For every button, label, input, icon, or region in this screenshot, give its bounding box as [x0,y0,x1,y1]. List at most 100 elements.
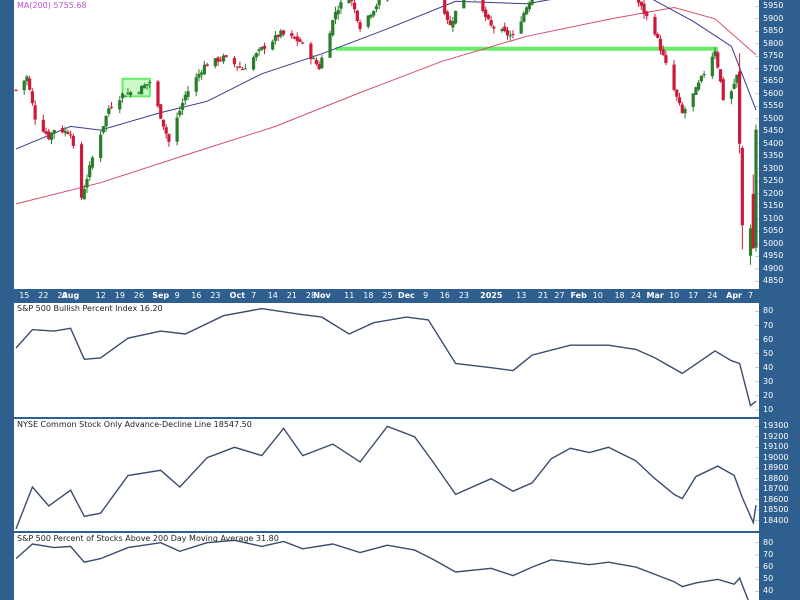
candle-up [142,85,146,89]
candle-up [519,21,523,34]
x-tick-label: 23 [210,291,221,300]
x-tick-label: 21 [538,291,549,300]
pct200-panel: S&P 500 Percent of Stocks Above 200 Day … [14,533,759,600]
candle-up [129,92,133,96]
y-tick-label: 18400 [763,515,789,525]
x-tick-label: 22 [38,291,49,300]
candle-up [339,2,343,9]
candle-down [486,15,490,19]
y-tick-label: 19100 [763,442,789,452]
ma200-line [15,6,757,205]
candle-up [243,68,247,70]
candle-up [101,126,105,133]
candle-up [697,82,701,90]
x-tick-label: 15 [19,291,30,300]
price-panel: MA(200) 5755.68 [14,0,759,289]
candle-down [238,66,242,68]
candle-up [273,35,278,41]
adl-title: NYSE Common Stock Only Advance-Decline L… [17,420,252,429]
x-tick-label: Mar [646,291,664,300]
candle-up [312,58,316,60]
pct200-chart [15,539,759,600]
candle-up [377,0,381,6]
y-tick-label: 5000 [763,238,784,248]
price-chart [14,0,759,282]
candle-down [738,71,742,144]
x-tick-label: 23 [458,291,469,300]
y-tick-label: 18700 [763,484,789,494]
candle-down [656,34,660,38]
y-tick-label: 5650 [763,76,784,86]
x-tick-label: 10 [669,291,680,300]
candle-down [661,49,665,56]
x-tick-label: Oct [229,291,246,300]
candle-up [63,130,67,133]
candle-down [653,16,657,35]
candle-up [197,73,201,78]
x-tick-label: 27 [554,291,565,300]
candle-down [161,119,166,127]
candle-down [675,89,679,97]
candle-down [292,36,297,39]
candle-down [492,26,496,29]
candle-down [645,11,649,17]
candle-down [445,11,450,20]
candle-up [120,93,125,99]
candle-down [109,106,114,108]
candle-down [41,119,45,132]
bpi-chart [15,307,759,411]
candle-up [333,11,338,20]
candle-down [71,135,75,146]
candle-up [118,100,122,110]
candle-up [202,64,207,75]
y-tick-label: 5550 [763,101,784,111]
candle-up [451,20,455,28]
y-tick-label: 50 [763,348,774,358]
x-tick-label: 28 [305,291,317,300]
candle-down [298,39,302,42]
candle-down [295,36,299,42]
y-tick-label: 5100 [763,213,784,223]
candle-down [481,0,485,12]
candle-up [702,73,706,76]
indicator-line [15,307,757,407]
y-tick-label: 60 [763,562,774,572]
candle-up [183,94,187,101]
y-tick-label: 5200 [763,188,784,198]
adl-y-axis: 19300 19200 19100 19000 18900 18800 18700 18600… [759,419,800,531]
y-tick-label: 80 [763,306,774,316]
candle-up [732,83,736,89]
y-tick-label: 5900 [763,13,784,23]
x-tick-label: 13 [516,291,527,300]
candle-up [148,82,152,84]
candle-down [216,57,220,62]
candle-up [369,14,373,18]
candle-up [180,102,185,110]
y-tick-label: 19200 [763,431,789,441]
candle-up [691,93,695,107]
candle-down [677,97,682,104]
x-tick-label: 18 [363,291,374,300]
candle-down [314,59,318,65]
candle-up [683,108,687,114]
candle-down [664,55,668,63]
indicator-line [15,425,757,530]
y-tick-label: 18600 [763,494,789,504]
candle-down [69,134,73,136]
y-tick-label: 5750 [763,51,784,61]
candle-up [748,228,753,256]
y-tick-label: 5600 [763,88,784,98]
y-tick-label: 19300 [763,421,789,431]
y-tick-label: 5300 [763,163,784,173]
candle-up [462,0,466,9]
candle-up [713,51,717,57]
y-tick-label: 19000 [763,452,789,462]
candle-up [328,33,332,58]
y-tick-label: 50 [763,574,774,584]
candle-down [751,193,755,249]
x-tick-label: Apr [726,291,743,300]
y-tick-label: 30 [763,376,774,386]
candle-down [718,69,723,82]
candle-down [716,52,720,68]
x-tick-label: Dec [397,291,415,300]
